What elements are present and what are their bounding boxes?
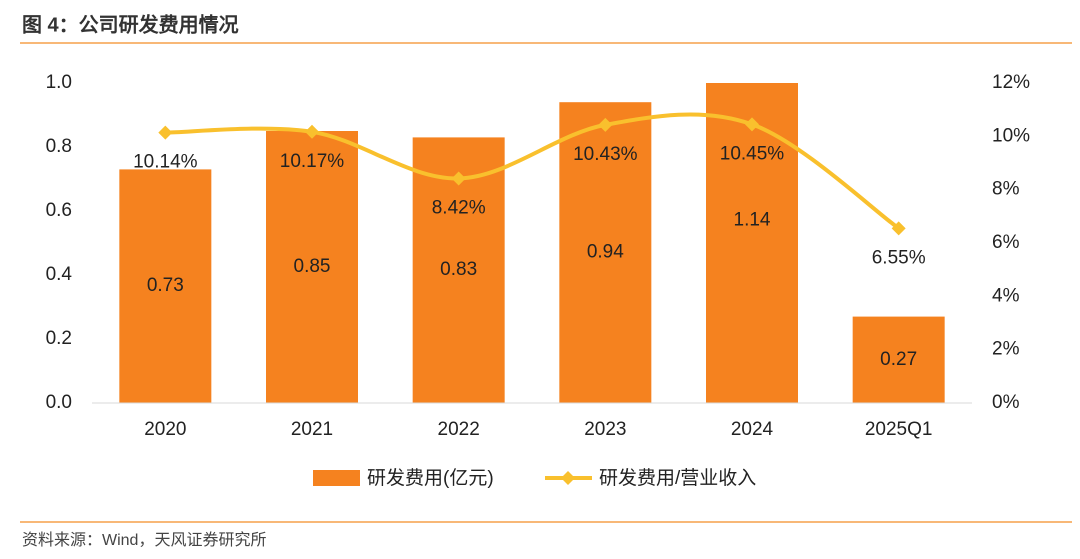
y2-tick-label: 8% (992, 179, 1020, 200)
y-tick-label: 0.6 (46, 200, 72, 221)
legend-label: 研发费用/营业收入 (599, 467, 756, 489)
legend-label: 研发费用(亿元) (367, 467, 494, 489)
line-marker (451, 171, 466, 186)
y-tick-label: 0.8 (46, 136, 72, 157)
x-tick-label: 2024 (731, 419, 774, 440)
legend-marker (561, 471, 575, 485)
bar-value-label: 0.73 (147, 275, 184, 296)
line-marker (158, 125, 173, 140)
line-value-label: 6.55% (872, 247, 926, 268)
bar-value-label: 0.83 (440, 259, 477, 280)
bar (559, 102, 652, 403)
bar-value-label: 0.85 (294, 256, 331, 277)
plot-area (119, 83, 945, 403)
line-marker (598, 117, 613, 132)
line-marker (891, 221, 906, 236)
bar (852, 316, 945, 403)
x-tick-label: 2021 (291, 419, 333, 440)
line (165, 112, 900, 230)
x-tick-label: 2025Q1 (865, 419, 933, 440)
y-tick-label: 0.0 (46, 392, 72, 413)
bar (266, 131, 358, 403)
line-value-label: 10.43% (573, 144, 638, 165)
line-value-label: 10.17% (280, 151, 345, 172)
y2-tick-label: 2% (992, 339, 1020, 360)
legend-swatch (313, 470, 360, 486)
y2-tick-label: 10% (992, 125, 1030, 146)
line-value-label: 8.42% (432, 197, 486, 218)
line-marker (305, 124, 319, 139)
source-note: 资料来源：Wind，天风证券研究所 (22, 531, 266, 549)
bar-value-label: 0.27 (880, 349, 917, 370)
chart-title: 图 4：公司研发费用情况 (22, 12, 239, 36)
bar (706, 83, 798, 403)
x-tick-label: 2022 (438, 419, 480, 440)
y2-tick-label: 12% (992, 72, 1030, 93)
x-tick-label: 2020 (144, 419, 186, 440)
bar-value-label: 1.14 (734, 210, 771, 231)
bar (119, 169, 212, 403)
line-value-label: 10.14% (133, 152, 198, 173)
y-tick-label: 0.4 (46, 264, 73, 285)
y-tick-label: 1.0 (46, 72, 72, 93)
line-marker (745, 117, 759, 132)
bar-value-label: 0.94 (587, 242, 624, 263)
y2-tick-label: 6% (992, 232, 1020, 253)
x-tick-label: 2023 (584, 419, 626, 440)
y-tick-label: 0.2 (46, 328, 72, 349)
line-value-label: 10.45% (720, 143, 785, 164)
y2-tick-label: 4% (992, 285, 1020, 306)
y2-tick-label: 0% (992, 392, 1020, 413)
